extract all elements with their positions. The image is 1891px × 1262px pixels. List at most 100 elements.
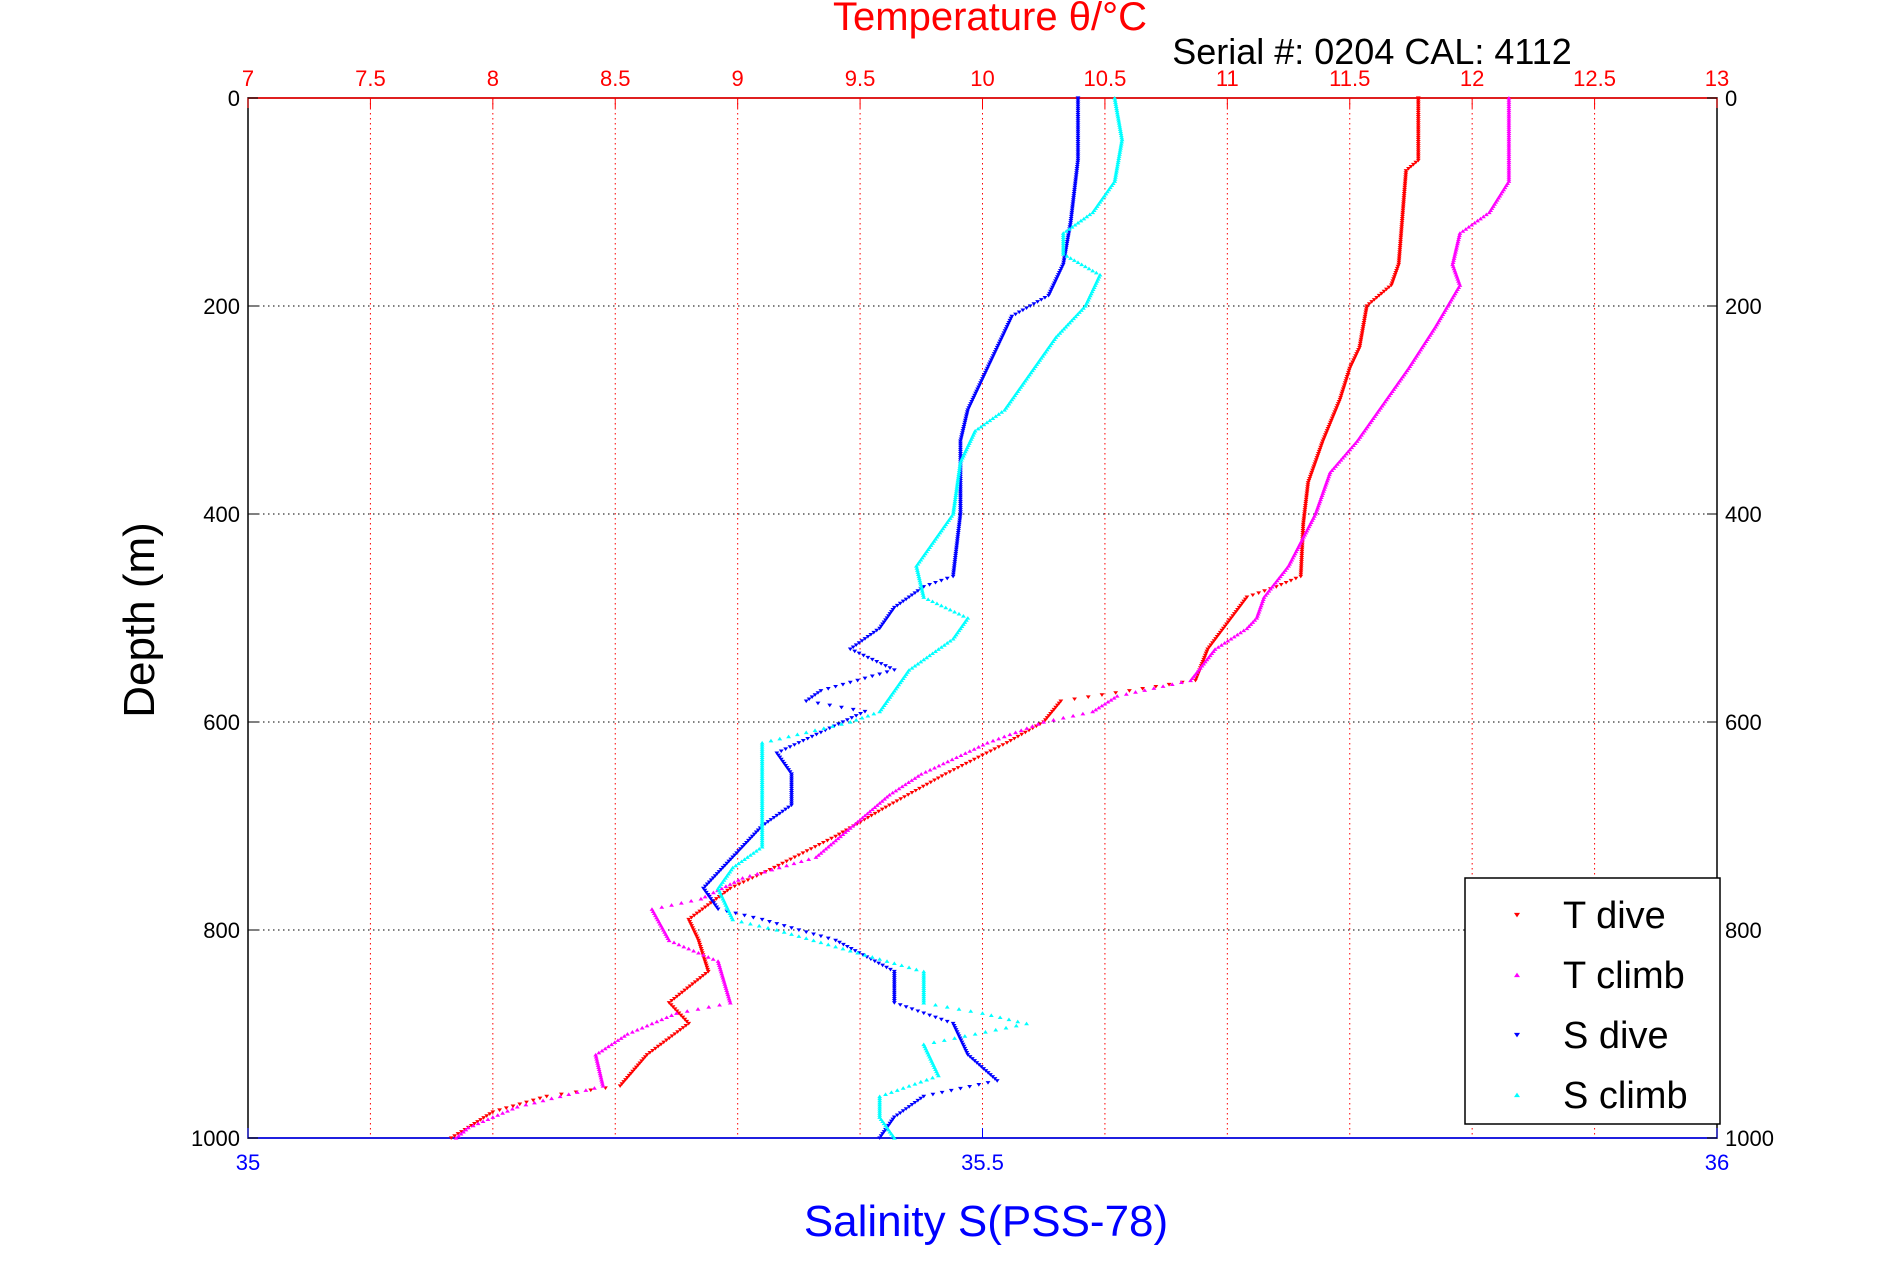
data-point (840, 830, 846, 835)
data-point (862, 953, 868, 957)
data-point (702, 888, 708, 893)
data-point (1336, 460, 1342, 464)
data-point (759, 770, 765, 774)
data-point (1454, 274, 1460, 279)
data-point (894, 1088, 900, 1092)
data-point (1133, 690, 1138, 694)
data-point (837, 940, 842, 945)
data-point (958, 508, 963, 512)
data-point (1142, 688, 1148, 692)
data-point (912, 1082, 918, 1086)
left-tick-label: 800 (203, 918, 240, 943)
data-point (987, 418, 993, 423)
data-point (1303, 497, 1309, 502)
data-point (930, 1092, 936, 1097)
data-point (944, 1019, 950, 1024)
data-point (1231, 634, 1237, 639)
data-point (1350, 360, 1356, 365)
data-point (1202, 653, 1208, 658)
data-point (985, 1081, 991, 1085)
data-point (1066, 233, 1071, 238)
data-point (759, 751, 765, 755)
legend-item-t-dive: T dive (1514, 895, 1666, 937)
data-point (1354, 439, 1360, 443)
data-point (896, 786, 902, 791)
data-point (754, 871, 760, 876)
data-point (820, 849, 826, 853)
data-point (1068, 219, 1074, 223)
data-point (481, 1116, 487, 1120)
data-point (909, 791, 915, 795)
data-point (1011, 736, 1017, 741)
data-point (948, 1088, 954, 1093)
data-point (996, 341, 1002, 346)
data-point (1415, 100, 1421, 105)
data-point (1506, 148, 1512, 152)
data-point (1242, 597, 1248, 602)
data-point (1281, 570, 1287, 574)
data-point (599, 1079, 605, 1084)
data-point (742, 913, 747, 918)
data-point (917, 580, 923, 585)
data-point (1160, 684, 1166, 688)
data-point (759, 765, 765, 770)
data-point (1506, 131, 1512, 136)
data-point (674, 994, 680, 999)
data-point (1397, 246, 1403, 250)
data-point (976, 385, 981, 390)
data-point (1238, 630, 1243, 635)
data-point (495, 1113, 501, 1117)
data-point (1112, 96, 1118, 100)
data-point (756, 923, 762, 928)
data-point (877, 957, 883, 961)
data-point (1366, 302, 1372, 306)
data-point (1298, 564, 1304, 568)
data-point (1075, 260, 1081, 264)
data-point (1334, 404, 1340, 408)
data-point (899, 963, 905, 968)
data-point (789, 793, 794, 797)
bottom-tick-label: 35 (236, 1150, 260, 1175)
data-point (1300, 524, 1306, 529)
data-point (1225, 638, 1231, 643)
data-point (734, 851, 740, 855)
data-point (1118, 133, 1124, 138)
data-point (994, 345, 1000, 350)
data-point (1415, 154, 1421, 159)
data-point (1060, 231, 1066, 235)
data-point (1318, 495, 1324, 500)
data-point (1415, 102, 1421, 107)
data-point (759, 745, 765, 749)
data-point (900, 1109, 906, 1113)
data-point (654, 1019, 660, 1024)
data-point (981, 1067, 987, 1071)
top-tick-label: 9 (732, 66, 744, 91)
data-point (953, 489, 959, 493)
data-point (916, 576, 922, 581)
data-point (891, 969, 897, 974)
data-point (1304, 493, 1310, 498)
data-point (887, 666, 893, 670)
data-point (688, 922, 694, 926)
data-point (841, 942, 846, 947)
data-point (1001, 734, 1007, 739)
data-point (856, 641, 862, 645)
data-point (836, 722, 841, 726)
data-point (818, 689, 824, 693)
data-point (676, 1011, 682, 1016)
legend-marker (1514, 1092, 1520, 1098)
top-tick-label: 8.5 (600, 66, 631, 91)
data-point (1399, 227, 1404, 231)
data-point (857, 817, 863, 822)
data-point (1506, 152, 1512, 156)
data-point (598, 1073, 603, 1078)
data-point (1360, 327, 1366, 331)
data-point (1318, 445, 1324, 450)
data-point (786, 805, 791, 810)
bottom-axis-ticks: 35 35.5 36 (236, 1128, 1729, 1175)
data-point (975, 426, 981, 431)
data-point (847, 647, 853, 652)
data-point (484, 1114, 490, 1118)
data-point (1320, 491, 1326, 495)
